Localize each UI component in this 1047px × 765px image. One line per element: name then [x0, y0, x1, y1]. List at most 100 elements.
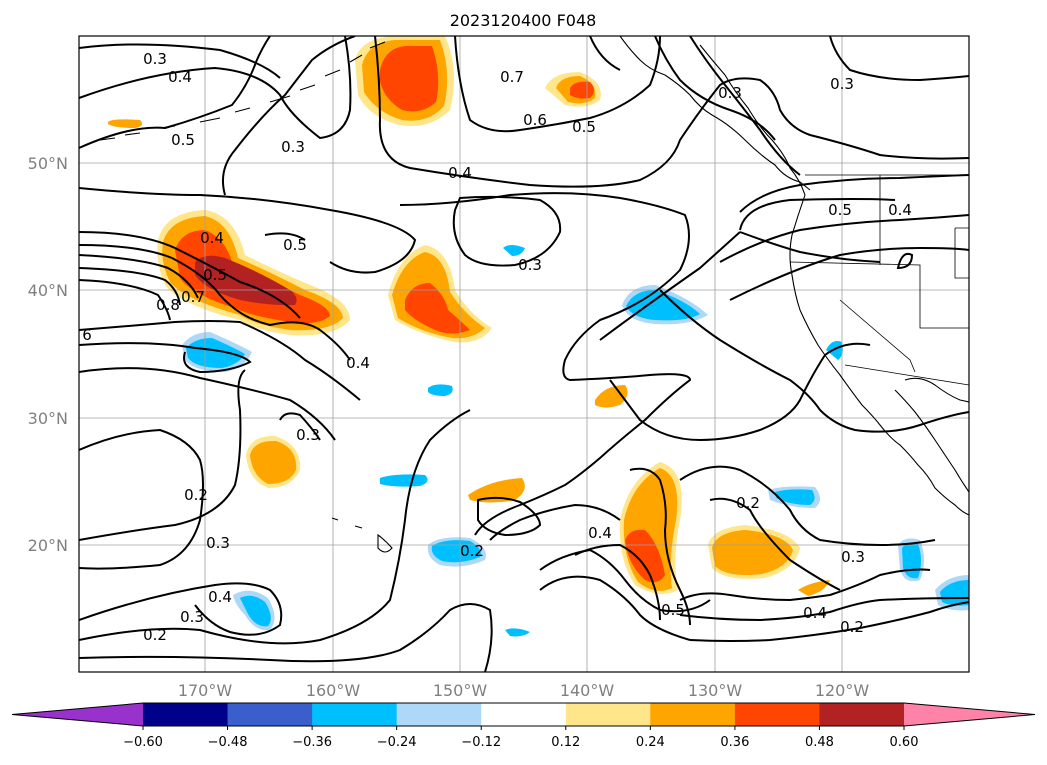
- fill-positive-mid: [798, 580, 830, 596]
- contour-label: 0.5: [283, 236, 307, 254]
- colorbar-segment: [481, 703, 567, 726]
- lon-label: 170°W: [178, 681, 233, 700]
- fill-positive-max: [195, 255, 297, 306]
- fill-positive-mid: [595, 385, 628, 408]
- contour-label: 0.2: [840, 618, 864, 636]
- contour-label: 0.3: [296, 426, 320, 444]
- hawaii-islands: [331, 517, 393, 553]
- fill-positive-strong: [625, 529, 665, 583]
- fill-positive-strong: [570, 81, 594, 99]
- latitude-labels: 50°N 40°N 30°N 20°N: [28, 154, 68, 555]
- contour-label: 0.5: [572, 118, 596, 136]
- fill-negative-mid: [626, 290, 700, 321]
- contour-label: 0.2: [736, 494, 760, 512]
- contour-label: 0.2: [184, 486, 208, 504]
- colorbar-segment: [650, 703, 736, 726]
- contour-label: 0.7: [500, 68, 524, 86]
- coastline-west-us: [789, 194, 969, 516]
- contour-label: 0.8: [156, 296, 180, 314]
- contour-label: 0.3: [718, 84, 742, 102]
- colorbar-tick-label: −0.48: [208, 735, 248, 750]
- colorbar-segment: [312, 703, 398, 726]
- contour-label: 0.3: [206, 534, 230, 552]
- colorbar-segment: [227, 703, 313, 726]
- coastline-mexico: [904, 377, 969, 403]
- lon-label: 150°W: [433, 681, 488, 700]
- colorbar-segment: [904, 703, 1035, 726]
- fill-negative-mid: [505, 628, 530, 637]
- colorbar-tick-label: 0.12: [551, 735, 580, 750]
- lon-label: 130°W: [688, 681, 743, 700]
- contour-label: 0.6: [523, 111, 547, 129]
- fill-negative-mid: [503, 245, 525, 256]
- fill-negative-mid: [940, 580, 969, 606]
- contour-label: 6: [82, 326, 92, 344]
- colorbar-tick-label: 0.24: [636, 735, 665, 750]
- contour-label: 0.4: [588, 524, 612, 542]
- lon-label: 120°W: [815, 681, 870, 700]
- colorbar-tick-label: 0.60: [890, 735, 919, 750]
- map-panel: [79, 36, 969, 672]
- contour-label: 0.2: [460, 542, 484, 560]
- fill-negative-mid: [186, 338, 245, 368]
- fill-negative-mid: [380, 474, 428, 487]
- fill-negative-mid: [240, 595, 271, 627]
- contour-label: 0.3: [830, 75, 854, 93]
- colorbar-segment: [565, 703, 651, 726]
- fill-positive-strong: [405, 283, 470, 334]
- colorbar-tick-label: −0.12: [461, 735, 501, 750]
- colorbar-tick-label: −0.36: [292, 735, 332, 750]
- contour-lines: [79, 36, 969, 672]
- fill-negative-mid: [431, 540, 481, 563]
- colorbar-tick-label: −0.24: [377, 735, 417, 750]
- colorbar-segment: [143, 703, 229, 726]
- fill-positive-strong: [380, 46, 439, 112]
- contour-label: 0.4: [888, 201, 912, 219]
- contour-label: 0.3: [518, 256, 542, 274]
- coastline-alaska: [619, 36, 811, 191]
- filled-anomalies: [108, 36, 969, 637]
- contour-label: 0.5: [828, 201, 852, 219]
- fill-positive-mid: [108, 119, 143, 128]
- contour-label: 0.7: [181, 288, 205, 306]
- contour-label: 0.2: [143, 626, 167, 644]
- colorbar-segment: [396, 703, 482, 726]
- lat-label: 20°N: [28, 536, 68, 555]
- contour-label: 0.4: [448, 164, 472, 182]
- map-title: 2023120400 F048: [450, 11, 597, 30]
- colorbar-segments: [11, 702, 1036, 727]
- contour-label: 0.5: [661, 601, 685, 619]
- lon-label: 140°W: [560, 681, 615, 700]
- contour-label: 0.4: [208, 588, 232, 606]
- colorbar-segment: [12, 703, 143, 726]
- political-borders: [789, 174, 969, 386]
- coastline-baja: [894, 389, 969, 493]
- contour-label: 0.5: [171, 131, 195, 149]
- fill-negative-mid: [826, 341, 843, 360]
- contour-label: 0.3: [180, 608, 204, 626]
- contour-label: 0.4: [200, 229, 224, 247]
- colorbar-tick-label: −0.60: [123, 735, 163, 750]
- contour-label: 0.3: [281, 138, 305, 156]
- colorbar-segment: [734, 703, 820, 726]
- colorbar-tick-label: 0.36: [720, 735, 749, 750]
- contour-label: 0.3: [143, 50, 167, 68]
- colorbar-segment: [819, 703, 905, 726]
- contour-label: 0.4: [346, 354, 370, 372]
- contour-label: 0.5: [203, 266, 227, 284]
- fill-negative-mid: [428, 384, 453, 396]
- contour-label: 0.4: [168, 68, 192, 86]
- aleutian-islands: [99, 41, 386, 141]
- lat-label: 30°N: [28, 409, 68, 428]
- fill-positive-mid: [250, 440, 297, 484]
- fill-negative-mid: [775, 489, 815, 505]
- lat-label: 40°N: [28, 281, 68, 300]
- lat-label: 50°N: [28, 154, 68, 173]
- map-frame: [78, 35, 970, 673]
- contour-label-layer: 0.3 0.4 0.5 0.3 0.4 0.7 0.6 0.5 0.3 0.3 …: [82, 50, 912, 644]
- contour-label: 0.4: [803, 604, 827, 622]
- colorbar-tick-label: 0.48: [805, 735, 834, 750]
- colorbar-ticks: −0.60 −0.48 −0.36 −0.24 −0.12 0.12 0.24 0.36 0.4…: [123, 726, 918, 750]
- longitude-labels: 170°W 160°W 150°W 140°W 130°W 120°W: [178, 681, 870, 700]
